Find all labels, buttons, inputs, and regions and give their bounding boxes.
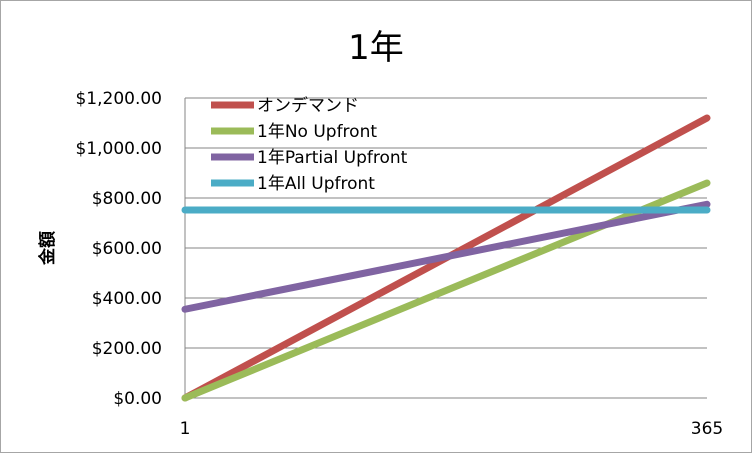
y-axis-label: 金額 bbox=[37, 231, 58, 266]
legend-label: 1年All Upfront bbox=[257, 174, 375, 194]
x-axis-tick-labels: 1 365 bbox=[180, 419, 724, 439]
chart-title: 1年 bbox=[348, 28, 404, 68]
y-tick-label: $800.00 bbox=[92, 189, 162, 209]
y-tick-label: $200.00 bbox=[92, 339, 162, 359]
legend-label: オンデマンド bbox=[257, 95, 359, 116]
y-tick-label: $0.00 bbox=[113, 389, 162, 409]
series-line bbox=[181, 200, 711, 313]
legend-label: 1年Partial Upfront bbox=[257, 148, 408, 168]
y-tick-label: $600.00 bbox=[92, 239, 162, 259]
y-axis-tick-labels: $0.00 $200.00 $400.00 $600.00 $800.00 $1,000.… bbox=[75, 89, 162, 409]
x-tick-label: 365 bbox=[691, 419, 723, 439]
y-tick-label: $400.00 bbox=[92, 289, 162, 309]
y-tick-label: $1,000.00 bbox=[75, 139, 162, 159]
x-tick-label: 1 bbox=[180, 419, 191, 439]
series-lines bbox=[181, 114, 711, 402]
legend-label: 1年No Upfront bbox=[257, 122, 377, 142]
legend: オンデマンド 1年No Upfront 1年Partial Upfront 1年All… bbox=[211, 95, 408, 194]
y-tick-label: $1,200.00 bbox=[75, 89, 162, 109]
